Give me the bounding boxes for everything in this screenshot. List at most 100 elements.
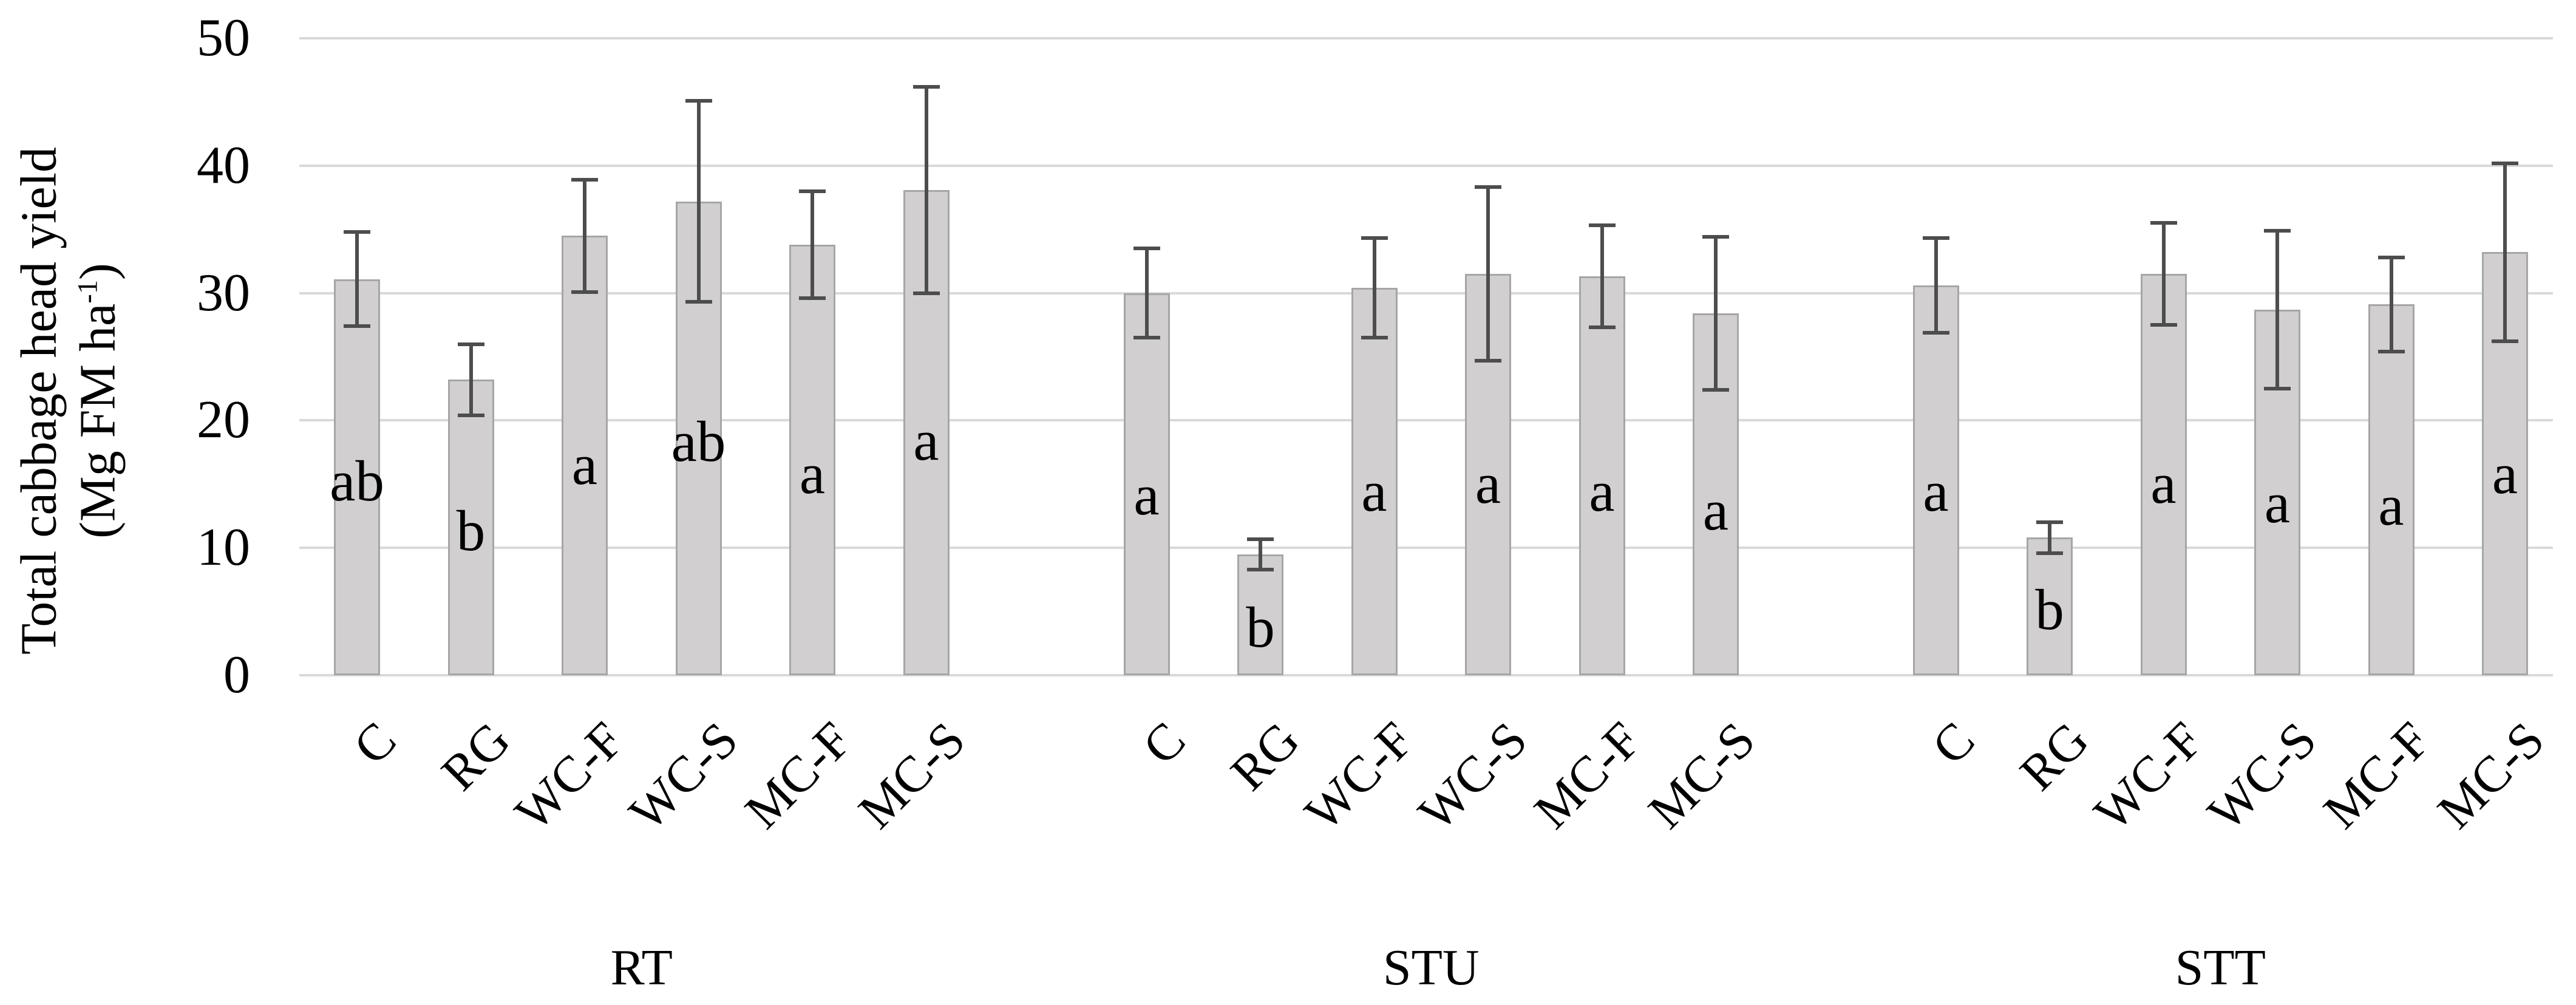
y-tick-label: 10 [197,518,250,577]
significance-letter: b [2035,577,2064,642]
error-bar [2161,223,2166,325]
error-bar-cap [344,324,370,329]
error-bar [696,100,701,302]
gridline [299,419,2553,422]
error-bar-cap [1361,236,1388,240]
significance-letter: a [799,441,826,506]
significance-letter: a [1361,458,1387,523]
error-bar-cap [1702,235,1729,239]
error-bar-cap [1475,185,1501,189]
error-bar-cap [1361,336,1388,340]
significance-letter: a [1475,451,1501,516]
error-bar-cap [344,230,370,234]
bar [1237,554,1283,675]
gridline [299,291,2553,295]
error-bar-cap [1922,330,1949,335]
error-bar-cap [2264,228,2291,233]
x-tick-label: WC-S [1407,711,1538,842]
gridline [299,37,2553,39]
error-bar [811,191,814,298]
significance-letter: a [2150,451,2177,516]
bar [1912,285,1959,675]
error-bar-cap [1588,325,1616,330]
bar [1351,288,1398,675]
error-bar [924,86,928,293]
significance-letter: a [2264,470,2291,535]
significance-letter: b [1246,595,1275,660]
y-tick-label: 40 [197,135,250,195]
error-bar-cap [571,177,598,182]
error-bar [2048,522,2051,553]
significance-letter: a [913,407,939,472]
significance-letter: a [1702,478,1729,543]
x-tick-label: WC-F [2083,711,2214,842]
significance-letter: a [1133,463,1160,528]
error-bar-cap [685,98,712,103]
group-label: RT [610,939,673,996]
bar [1579,276,1625,675]
error-bar [2389,257,2393,352]
gridline [299,674,2553,676]
y-tick-label: 20 [197,390,250,450]
x-tick-label: C [1132,711,1197,775]
significance-letter: a [1589,458,1615,523]
x-tick-label: MC-F [1523,711,1652,840]
error-bar-cap [2492,339,2518,344]
error-bar-cap [2036,520,2063,525]
error-bar-cap [2150,221,2177,225]
error-bar-cap [912,291,940,295]
x-tick-label: WC-F [504,711,635,842]
error-bar-cap [571,290,598,294]
group-label: STU [1382,939,1480,996]
error-bar [1934,238,1938,333]
x-tick-label: MC-F [734,711,863,840]
x-tick-label: C [342,711,407,775]
significance-letter: a [2492,441,2518,506]
bar [2027,537,2073,675]
y-tick-label: 50 [197,9,250,67]
x-tick-label: C [1922,711,1986,775]
error-bar [1144,248,1149,338]
significance-letter: a [1923,458,1949,523]
error-bar [1259,539,1262,570]
x-tick-label: RG [2009,711,2100,802]
bar [2140,274,2187,675]
x-tick-label: MC-S [2427,711,2555,840]
bar [562,236,608,675]
error-bar-cap [1247,537,1274,541]
error-bar-cap [685,300,712,304]
error-bar [1372,238,1376,338]
x-tick-label: MC-F [2313,711,2441,840]
error-bar [2275,230,2279,389]
significance-letter: b [456,498,486,563]
error-bar-cap [1133,336,1160,340]
error-bar-cap [457,414,484,417]
x-tick-label: MC-S [848,711,976,840]
error-bar [469,344,473,415]
error-bar [355,231,359,327]
group-label: STT [2175,939,2266,996]
significance-letter: ab [671,409,726,474]
y-tick-label: 0 [223,646,250,704]
x-tick-label: RG [1220,711,1311,802]
error-bar-cap [2377,255,2405,259]
bar [334,279,380,675]
error-bar [2503,163,2507,342]
x-tick-label: RG [430,711,521,802]
error-bar-cap [2264,386,2291,390]
error-bar-cap [1702,388,1729,392]
error-bar-cap [2150,323,2177,327]
bar [447,380,494,675]
error-bar [583,179,586,292]
error-bar-cap [799,296,826,300]
error-bar [1600,225,1604,328]
error-bar-cap [2492,161,2518,165]
error-bar [1486,187,1490,361]
significance-letter: a [571,432,598,497]
error-bar-cap [1588,223,1616,228]
error-bar-cap [799,189,826,193]
error-bar-cap [1922,236,1949,240]
error-bar-cap [1133,247,1160,251]
error-bar-cap [2036,551,2063,555]
error-bar-cap [1475,358,1501,363]
